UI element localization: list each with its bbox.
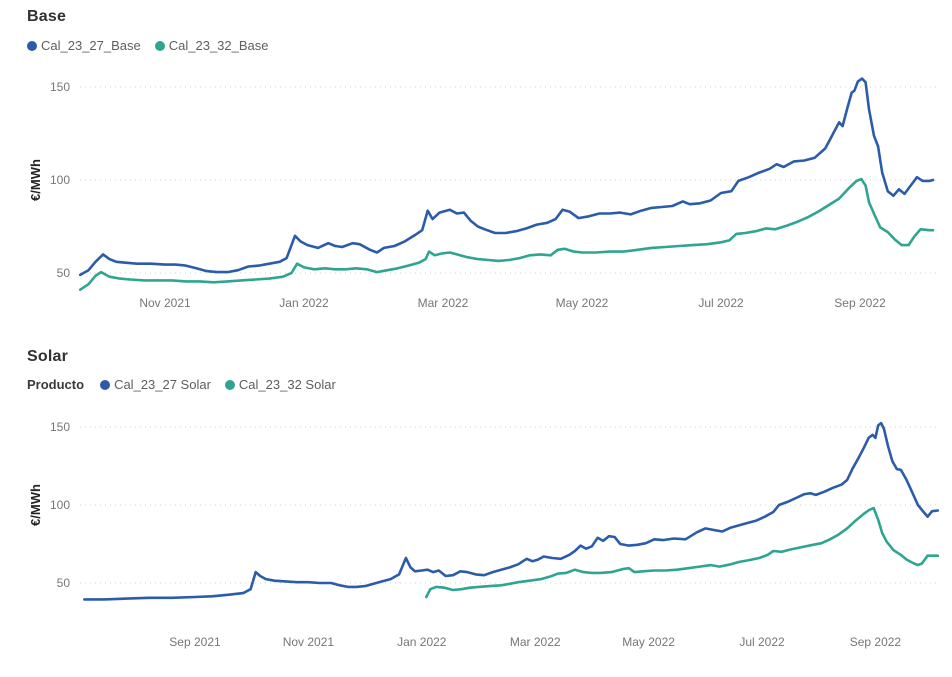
y-tick-label: 50 xyxy=(57,576,71,590)
legend-dot-icon xyxy=(100,379,111,390)
base-chart-title: Base xyxy=(27,8,67,25)
x-tick-label: Sep 2022 xyxy=(834,296,886,310)
solar-chart: 50 100 150 €/MWh Sep 2021 Nov 2021 Jan 2022 Mar… xyxy=(28,420,940,649)
x-tick-label: Sep 2021 xyxy=(169,635,221,649)
y-axis-title: €/MWh xyxy=(28,159,43,201)
legend-dot-icon xyxy=(27,40,37,51)
legend-item-label: Cal_23_32 Solar xyxy=(238,377,336,392)
legend-item-cal-23-27-solar[interactable]: Cal_23_27 Solar xyxy=(100,377,211,392)
x-tick-label: Jul 2022 xyxy=(739,635,785,649)
legend-item-cal-23-32-base[interactable]: Cal_23_32_Base xyxy=(154,38,269,53)
y-tick-label: 150 xyxy=(50,420,70,434)
y-tick-label: 150 xyxy=(50,80,70,94)
legend-item-label: Cal_23_27_Base xyxy=(41,38,141,53)
series-line-cal-23-27-solar[interactable] xyxy=(83,421,940,601)
x-tick-label: Mar 2022 xyxy=(418,296,469,310)
base-chart-legend: Cal_23_27_Base Cal_23_32_Base xyxy=(27,38,269,53)
x-tick-label: Mar 2022 xyxy=(510,635,561,649)
series-line-cal-23-32-base[interactable] xyxy=(78,177,935,291)
x-tick-label: May 2022 xyxy=(556,296,609,310)
series-line-cal-23-32-solar[interactable] xyxy=(424,506,940,599)
legend-dot-icon xyxy=(224,379,235,390)
legend-dot-icon xyxy=(154,40,165,51)
legend-item-cal-23-32-solar[interactable]: Cal_23_32 Solar xyxy=(224,377,336,392)
y-tick-label: 100 xyxy=(50,173,70,187)
x-tick-label: Nov 2021 xyxy=(283,635,335,649)
legend-item-label: Cal_23_27 Solar xyxy=(114,377,211,392)
solar-chart-legend: Producto Cal_23_27 Solar Cal_23_32 Solar xyxy=(27,377,336,392)
legend-title: Producto xyxy=(27,377,85,392)
y-tick-label: 100 xyxy=(50,498,70,512)
solar-chart-title: Solar xyxy=(27,348,69,365)
x-tick-label: Jan 2022 xyxy=(397,635,447,649)
legend-item-cal-23-27-base[interactable]: Cal_23_27_Base xyxy=(27,38,141,53)
y-axis-title: €/MWh xyxy=(28,484,43,526)
series-line-cal-23-27-base[interactable] xyxy=(78,77,935,277)
base-chart: 50 100 150 €/MWh Nov 2021 Jan 2022 Mar 2022 May… xyxy=(28,77,940,310)
x-tick-label: Jan 2022 xyxy=(279,296,329,310)
x-tick-label: Jul 2022 xyxy=(698,296,744,310)
x-tick-label: Sep 2022 xyxy=(850,635,902,649)
x-tick-label: May 2022 xyxy=(622,635,675,649)
legend-item-label: Cal_23_32_Base xyxy=(168,38,269,53)
y-tick-label: 50 xyxy=(57,266,71,280)
x-tick-label: Nov 2021 xyxy=(139,296,191,310)
